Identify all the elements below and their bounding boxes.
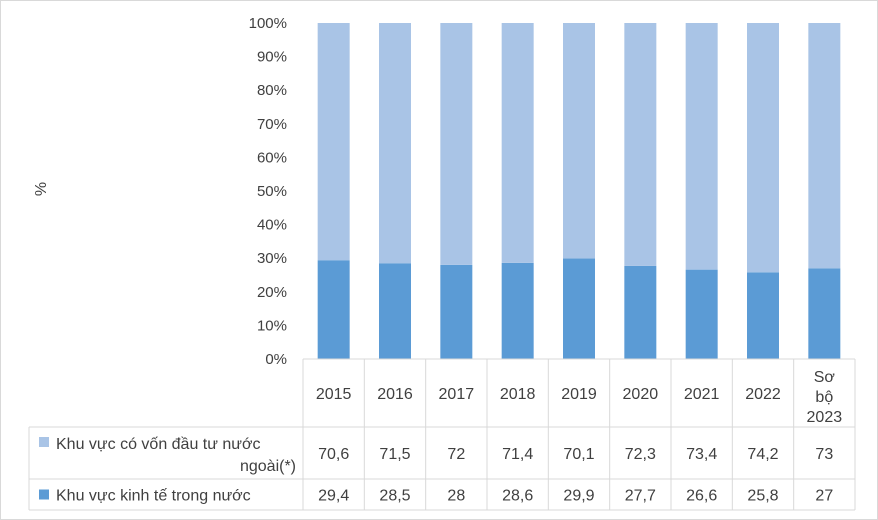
bar-foreign (379, 23, 411, 264)
data-label-foreign: 70,1 (563, 446, 594, 463)
bar-foreign (563, 23, 595, 259)
data-label-foreign: 74,2 (747, 446, 778, 463)
legend-label-domestic: Khu vực kinh tế trong nước (56, 488, 251, 505)
data-label-foreign: 71,5 (379, 446, 410, 463)
bar-domestic (685, 269, 718, 359)
data-label-domestic: 28 (447, 488, 465, 505)
data-label-foreign: 73,4 (686, 446, 717, 463)
bar-domestic (747, 272, 779, 359)
x-tick-label: 2019 (561, 386, 597, 403)
legend-label-foreign: ngoài(*) (240, 458, 296, 475)
y-tick-label: 10% (257, 317, 287, 334)
y-tick-label: 30% (257, 250, 287, 267)
y-tick-label: 60% (257, 149, 287, 166)
legend-key-domestic (39, 489, 49, 500)
bar-domestic (317, 260, 350, 359)
bar-foreign (685, 23, 718, 270)
bar-domestic (440, 264, 473, 359)
bar-foreign (440, 23, 473, 265)
x-tick-label: 2022 (745, 386, 781, 403)
bar-domestic (808, 268, 841, 359)
y-tick-label: 80% (257, 82, 287, 99)
data-label-domestic: 28,6 (502, 488, 533, 505)
y-tick-label: 20% (257, 284, 287, 301)
data-label-domestic: 25,8 (747, 488, 778, 505)
y-tick-label: 90% (257, 49, 287, 66)
x-tick-label: 2016 (377, 386, 413, 403)
x-tick-label: 2020 (623, 386, 659, 403)
x-tick-label: 2023 (807, 409, 843, 426)
y-tick-label: 70% (257, 116, 287, 133)
x-tick-label: bộ (815, 389, 833, 406)
data-label-foreign: 70,6 (318, 446, 349, 463)
bar-foreign (501, 23, 534, 263)
bar-domestic (624, 265, 657, 359)
data-label-domestic: 27,7 (625, 488, 656, 505)
data-label-foreign: 72 (447, 446, 465, 463)
y-tick-label: 50% (257, 183, 287, 200)
x-tick-label: Sơ (814, 369, 836, 386)
bar-foreign (317, 23, 350, 261)
data-label-domestic: 26,6 (686, 488, 717, 505)
bar-foreign (624, 23, 657, 266)
x-tick-label: 2015 (316, 386, 352, 403)
bar-domestic (379, 263, 411, 359)
data-label-domestic: 29,9 (563, 488, 594, 505)
data-label-foreign: 71,4 (502, 446, 533, 463)
data-label-foreign: 73 (815, 446, 833, 463)
y-tick-label: 40% (257, 217, 287, 234)
data-label-domestic: 29,4 (318, 488, 349, 505)
x-tick-label: 2017 (439, 386, 475, 403)
bar-domestic (563, 258, 595, 359)
data-label-domestic: 28,5 (379, 488, 410, 505)
bar-foreign (747, 23, 779, 273)
bar-domestic (501, 262, 534, 359)
x-tick-label: 2021 (684, 386, 720, 403)
bar-foreign (808, 23, 841, 269)
x-tick-label: 2018 (500, 386, 536, 403)
legend-key-foreign (39, 437, 49, 447)
legend-label-foreign: Khu vực có vốn đầu tư nước (56, 436, 261, 453)
y-tick-label: 0% (265, 351, 287, 368)
data-label-foreign: 72,3 (625, 446, 656, 463)
y-tick-label: 100% (249, 15, 287, 32)
data-label-domestic: 27 (815, 488, 833, 505)
